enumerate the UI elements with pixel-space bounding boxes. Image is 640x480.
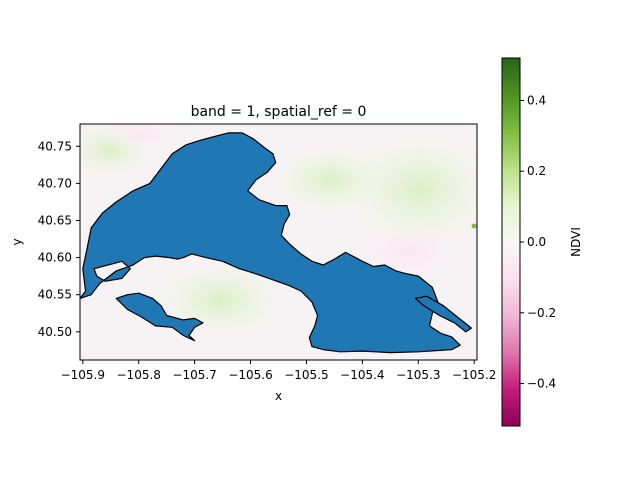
mask-region [80, 132, 461, 354]
y-axis: 40.50 40.55 40.60 40.65 40.70 40.75 [38, 139, 80, 339]
x-tick-label: −105.4 [340, 368, 384, 382]
y-tick-label: 40.65 [38, 213, 72, 227]
x-tick-label: −105.7 [172, 368, 216, 382]
x-tick-label: −105.9 [61, 368, 105, 382]
y-axis-label: y [10, 238, 24, 245]
y-tick-label: 40.50 [38, 325, 72, 339]
y-tick-label: 40.55 [38, 288, 72, 302]
y-tick-label: 40.60 [38, 251, 72, 265]
x-tick-label: −105.8 [117, 368, 161, 382]
mask-lobe [115, 292, 204, 342]
colorbar [501, 57, 521, 427]
y-tick-label: 40.70 [38, 176, 72, 190]
x-tick-label: −105.3 [396, 368, 440, 382]
ndvi-green-speck [471, 223, 477, 229]
ndvi-tint-pink [100, 124, 180, 150]
colorbar-axis: −0.4 −0.2 0.0 0.2 0.4 [520, 93, 556, 391]
mask-islet [414, 295, 472, 333]
chart-title: band = 1, spatial_ref = 0 [191, 104, 367, 120]
colorbar-tick-label: −0.2 [527, 306, 556, 320]
ndvi-tint-green [270, 145, 390, 215]
x-tick-label: −105.2 [452, 368, 496, 382]
colorbar-tick-label: 0.4 [527, 93, 546, 107]
nodata-mask [80, 132, 472, 354]
colorbar-tick-label: 0.0 [527, 235, 546, 249]
x-axis-label: x [275, 389, 282, 403]
x-axis: −105.9 −105.8 −105.7 −105.6 −105.5 −105.4 −105… [61, 360, 496, 382]
plot-frame [79, 123, 478, 361]
colorbar-label: NDVI [569, 227, 583, 257]
colorbar-tick-label: 0.2 [527, 164, 546, 178]
plot-area [80, 124, 477, 360]
colorbar-tick-label: −0.4 [527, 377, 556, 391]
x-tick-label: −105.5 [284, 368, 328, 382]
y-tick-label: 40.75 [38, 139, 72, 153]
x-tick-label: −105.6 [228, 368, 272, 382]
